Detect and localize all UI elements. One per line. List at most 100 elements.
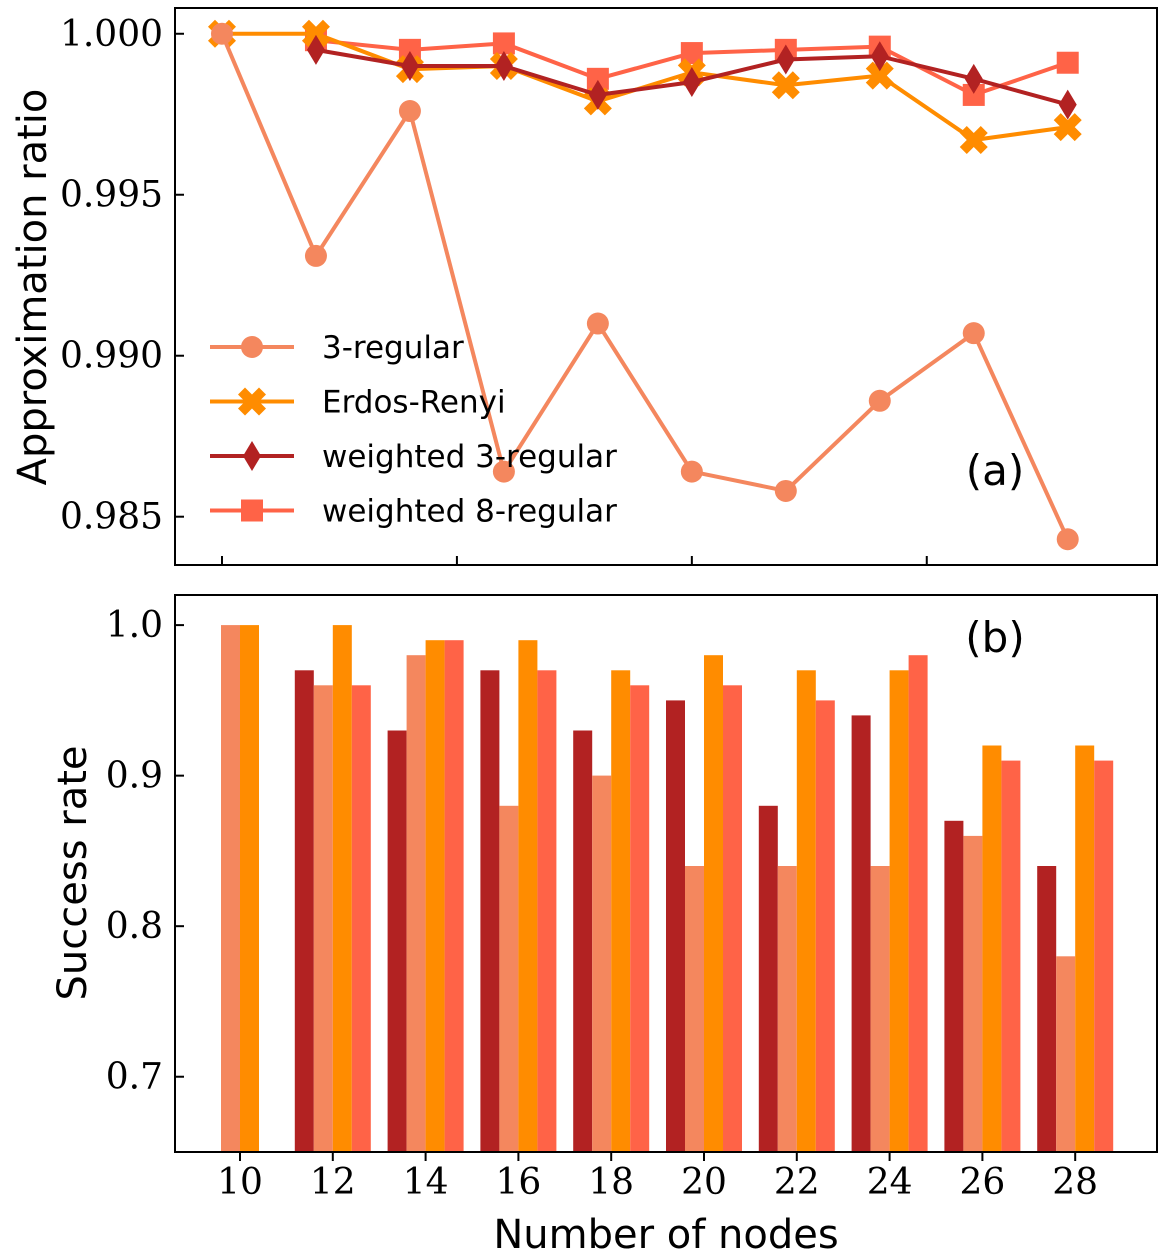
panel-a-ticks: 0.985 0.990 0.995 1.000 bbox=[60, 14, 928, 565]
bar-weighted-8-regular-24 bbox=[908, 655, 928, 1152]
bar-erdos-renyi-16 bbox=[518, 640, 538, 1152]
point-weighted-8-regular-16 bbox=[492, 32, 515, 55]
line-3-regular bbox=[220, 33, 1070, 541]
bar-weighted-3-regular-28 bbox=[1037, 866, 1057, 1152]
bar-erdos-renyi-24 bbox=[889, 670, 909, 1152]
point-weighted-3-regular-12 bbox=[306, 34, 325, 65]
bar-weighted-3-regular-20 bbox=[666, 700, 685, 1152]
panel-b-ytick-label: 1.0 bbox=[106, 605, 163, 646]
legend-item-weighted-3-regular: weighted 3-regular bbox=[210, 439, 617, 475]
point-weighted-3-regular-22 bbox=[776, 44, 795, 75]
panel-b-xtick-label: 10 bbox=[217, 1162, 263, 1203]
point-3-regular-16 bbox=[492, 460, 515, 483]
point-weighted-8-regular-26 bbox=[962, 83, 985, 106]
point-weighted-8-regular-18 bbox=[586, 67, 609, 90]
bar-weighted-8-regular-22 bbox=[815, 700, 835, 1152]
panel-b-ytick-label: 0.8 bbox=[106, 906, 163, 947]
panel-b-ytick-label: 0.9 bbox=[106, 756, 163, 797]
point-erdos-renyi-12 bbox=[301, 19, 330, 48]
panel-b-xtick-label: 28 bbox=[1052, 1162, 1098, 1203]
panel-b-xtick-label: 14 bbox=[403, 1162, 449, 1203]
panel-a-frame bbox=[174, 7, 1158, 566]
legend-label: weighted 8-regular bbox=[322, 494, 617, 530]
bar-3-regular-10 bbox=[221, 625, 240, 1152]
bar-weighted-3-regular-24 bbox=[851, 715, 871, 1152]
panel-a-ytick-label: 0.995 bbox=[60, 175, 163, 216]
point-weighted-3-regular-14 bbox=[400, 50, 419, 81]
bar-3-regular-26 bbox=[963, 835, 983, 1152]
panel-a-ytick-label: 0.985 bbox=[60, 497, 163, 538]
bar-erdos-renyi-14 bbox=[425, 640, 445, 1152]
bar-erdos-renyi-18 bbox=[611, 670, 631, 1152]
panel-a-ytick-label: 0.990 bbox=[60, 336, 163, 377]
panel-a-approximation-ratio: 0.985 0.990 0.995 1.000 Approximation ratio… bbox=[10, 7, 1158, 566]
panel-b-ticks: 0.7 0.8 0.9 1.0 10 12 14 16 18 20 22 24 26 28 bbox=[106, 605, 1098, 1203]
bar-weighted-3-regular-16 bbox=[480, 670, 500, 1152]
point-erdos-renyi-22 bbox=[771, 71, 800, 100]
bar-weighted-3-regular-22 bbox=[758, 805, 778, 1152]
point-3-regular-20 bbox=[680, 460, 703, 483]
bar-erdos-renyi-26 bbox=[982, 745, 1002, 1152]
point-weighted-3-regular-16 bbox=[494, 50, 513, 81]
panel-b-xtick-label: 18 bbox=[588, 1162, 634, 1203]
panel-b-success-rate: 0.7 0.8 0.9 1.0 10 12 14 16 18 20 22 24 26 28 Success… bbox=[50, 594, 1158, 1258]
point-3-regular-28 bbox=[1056, 528, 1079, 551]
point-3-regular-24 bbox=[868, 389, 891, 412]
point-erdos-renyi-26 bbox=[959, 126, 988, 155]
bar-erdos-renyi-28 bbox=[1075, 745, 1095, 1152]
point-weighted-3-regular-20 bbox=[682, 67, 701, 98]
panel-b-xtick-label: 26 bbox=[959, 1162, 1005, 1203]
point-weighted-3-regular-26 bbox=[964, 63, 983, 94]
bar-weighted-8-regular-26 bbox=[1001, 760, 1021, 1152]
panel-b-frame bbox=[174, 594, 1158, 1153]
bar-3-regular-14 bbox=[406, 655, 426, 1152]
legend-item-3-regular: 3-regular bbox=[210, 330, 464, 366]
bar-3-regular-18 bbox=[592, 775, 612, 1152]
panel-a-ylabel: Approximation ratio bbox=[10, 89, 56, 486]
bar-3-regular-16 bbox=[499, 805, 519, 1152]
point-3-regular-14 bbox=[398, 100, 421, 123]
point-3-regular-26 bbox=[962, 322, 985, 345]
bar-3-regular-20 bbox=[685, 866, 704, 1152]
legend-label: Erdos-Renyi bbox=[322, 385, 506, 421]
bar-weighted-8-regular-16 bbox=[537, 670, 557, 1152]
series-3-regular bbox=[210, 22, 1079, 551]
panel-b-xlabel: Number of nodes bbox=[493, 1212, 838, 1258]
point-erdos-renyi-28 bbox=[1053, 113, 1082, 142]
bar-3-regular-12 bbox=[313, 685, 333, 1152]
legend-label: weighted 3-regular bbox=[322, 439, 617, 475]
bar-erdos-renyi-22 bbox=[796, 670, 816, 1152]
point-erdos-renyi-24 bbox=[865, 61, 894, 90]
series-weighted-3-regular bbox=[306, 34, 1077, 120]
panel-a-label: (a) bbox=[966, 446, 1025, 495]
panel-b-xtick-label: 20 bbox=[681, 1162, 727, 1203]
bar-weighted-3-regular-26 bbox=[944, 820, 964, 1152]
panel-b-xtick-label: 12 bbox=[310, 1162, 356, 1203]
legend: 3-regular Erdos-Renyi weighted 3-regular we… bbox=[210, 330, 617, 530]
point-3-regular-22 bbox=[774, 479, 797, 502]
panel-b-xtick-label: 16 bbox=[495, 1162, 541, 1203]
legend-marker bbox=[238, 387, 266, 416]
panel-b-xtick-label: 22 bbox=[774, 1162, 820, 1203]
panel-b-ylabel: Success rate bbox=[50, 746, 96, 1001]
panel-b-ytick-label: 0.7 bbox=[106, 1057, 163, 1098]
point-weighted-3-regular-24 bbox=[870, 41, 889, 72]
point-weighted-3-regular-28 bbox=[1058, 89, 1077, 120]
legend-item-weighted-8-regular: weighted 8-regular bbox=[210, 494, 617, 530]
bars-erdos-renyi bbox=[240, 625, 1095, 1152]
legend-marker bbox=[241, 336, 263, 358]
bar-weighted-3-regular-12 bbox=[294, 670, 314, 1152]
bar-3-regular-28 bbox=[1056, 956, 1076, 1152]
bar-erdos-renyi-20 bbox=[704, 655, 723, 1152]
legend-marker bbox=[241, 499, 263, 522]
panel-b-label: (b) bbox=[965, 613, 1024, 662]
legend-marker bbox=[243, 441, 261, 471]
point-3-regular-10 bbox=[210, 22, 233, 45]
legend-label: 3-regular bbox=[322, 330, 464, 366]
bars-weighted-3-regular bbox=[294, 670, 1057, 1152]
panel-a-ytick-label: 1.000 bbox=[60, 14, 163, 55]
bar-weighted-3-regular-14 bbox=[387, 730, 407, 1152]
bar-weighted-8-regular-18 bbox=[630, 685, 650, 1152]
panel-a-marks bbox=[207, 19, 1082, 551]
